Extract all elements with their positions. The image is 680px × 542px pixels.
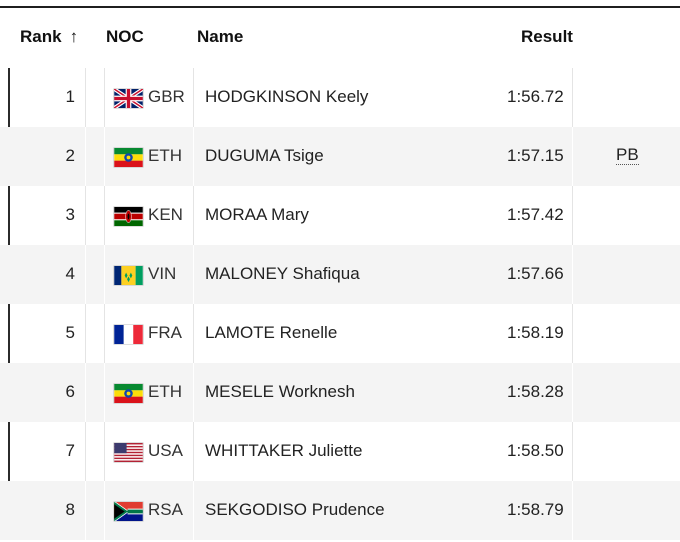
noc-cell: USA <box>148 441 183 460</box>
row-accent-bar <box>8 68 10 127</box>
noc-column-header[interactable]: NOC <box>106 27 144 46</box>
fra-flag-icon <box>114 325 143 344</box>
rank-header-label: Rank <box>20 27 62 46</box>
vin-flag-icon <box>114 266 143 285</box>
noc-cell: ETH <box>148 146 182 165</box>
row-accent-bar <box>8 304 10 363</box>
table-row[interactable]: 2 ETH DUGUMA Tsige 1:57.15 PB <box>0 127 680 186</box>
athlete-name[interactable]: WHITTAKER Juliette <box>205 441 363 460</box>
noc-cell: VIN <box>148 264 177 283</box>
noc-cell: GBR <box>148 87 185 106</box>
result-cell: 1:57.66 <box>507 264 564 283</box>
table-row[interactable]: 5 FRA LAMOTE Renelle 1:58.19 <box>0 304 680 363</box>
noc-cell: KEN <box>148 205 183 224</box>
result-cell: 1:58.28 <box>507 382 564 401</box>
rank-cell: 5 <box>65 323 75 342</box>
name-column-header[interactable]: Name <box>197 27 244 46</box>
result-cell: 1:58.19 <box>507 323 564 342</box>
result-cell: 1:57.42 <box>507 205 564 224</box>
rank-cell: 1 <box>65 87 75 106</box>
table-row[interactable]: 7 USA WHITTAKER Juliette 1:58.50 <box>0 422 680 481</box>
noc-cell: ETH <box>148 382 182 401</box>
athlete-name[interactable]: HODGKINSON Keely <box>205 87 369 106</box>
athlete-name[interactable]: MESELE Worknesh <box>205 382 355 401</box>
rank-cell: 6 <box>65 382 75 401</box>
result-column-header[interactable]: Result <box>521 27 573 46</box>
rank-cell: 2 <box>65 146 75 165</box>
noc-cell: FRA <box>148 323 182 342</box>
rank-cell: 7 <box>65 441 75 460</box>
row-accent-bar <box>8 422 10 481</box>
ken-flag-icon <box>114 207 143 226</box>
athlete-name[interactable]: MORAA Mary <box>205 205 309 224</box>
gbr-flag-icon <box>114 89 143 108</box>
result-cell: 1:56.72 <box>507 87 564 106</box>
noc-cell: RSA <box>148 500 183 519</box>
result-cell: 1:57.15 <box>507 146 564 165</box>
table-header: Rank ↑ NOC Name Result <box>0 8 680 68</box>
rank-cell: 3 <box>65 205 75 224</box>
table-row[interactable]: 6 ETH MESELE Worknesh 1:58.28 <box>0 363 680 422</box>
table-row[interactable]: 8 RSA SEKGODISO Prudence 1:58.79 <box>0 481 680 540</box>
table-row[interactable]: 3 KEN MORAA Mary 1:57.42 <box>0 186 680 245</box>
rank-cell: 4 <box>65 264 75 283</box>
table-row[interactable]: 1 GBR HODGKINSON Keely 1:56.72 <box>0 68 680 127</box>
rsa-flag-icon <box>114 502 143 521</box>
header-top-border <box>0 6 680 8</box>
eth-flag-icon <box>114 148 143 167</box>
result-cell: 1:58.50 <box>507 441 564 460</box>
athlete-name[interactable]: MALONEY Shafiqua <box>205 264 360 283</box>
result-cell: 1:58.79 <box>507 500 564 519</box>
table-row[interactable]: 4 VIN MALONEY Shafiqua 1:57.66 <box>0 245 680 304</box>
athlete-name[interactable]: SEKGODISO Prudence <box>205 500 385 519</box>
row-accent-bar <box>8 186 10 245</box>
personal-best-badge[interactable]: PB <box>616 145 639 165</box>
rank-cell: 8 <box>65 500 75 519</box>
athlete-name[interactable]: LAMOTE Renelle <box>205 323 338 342</box>
usa-flag-icon <box>114 443 143 462</box>
eth-flag-icon <box>114 384 143 403</box>
rank-column-header[interactable]: Rank ↑ <box>20 27 78 47</box>
athlete-name[interactable]: DUGUMA Tsige <box>205 146 324 165</box>
arrow-up-icon[interactable]: ↑ <box>69 27 79 46</box>
